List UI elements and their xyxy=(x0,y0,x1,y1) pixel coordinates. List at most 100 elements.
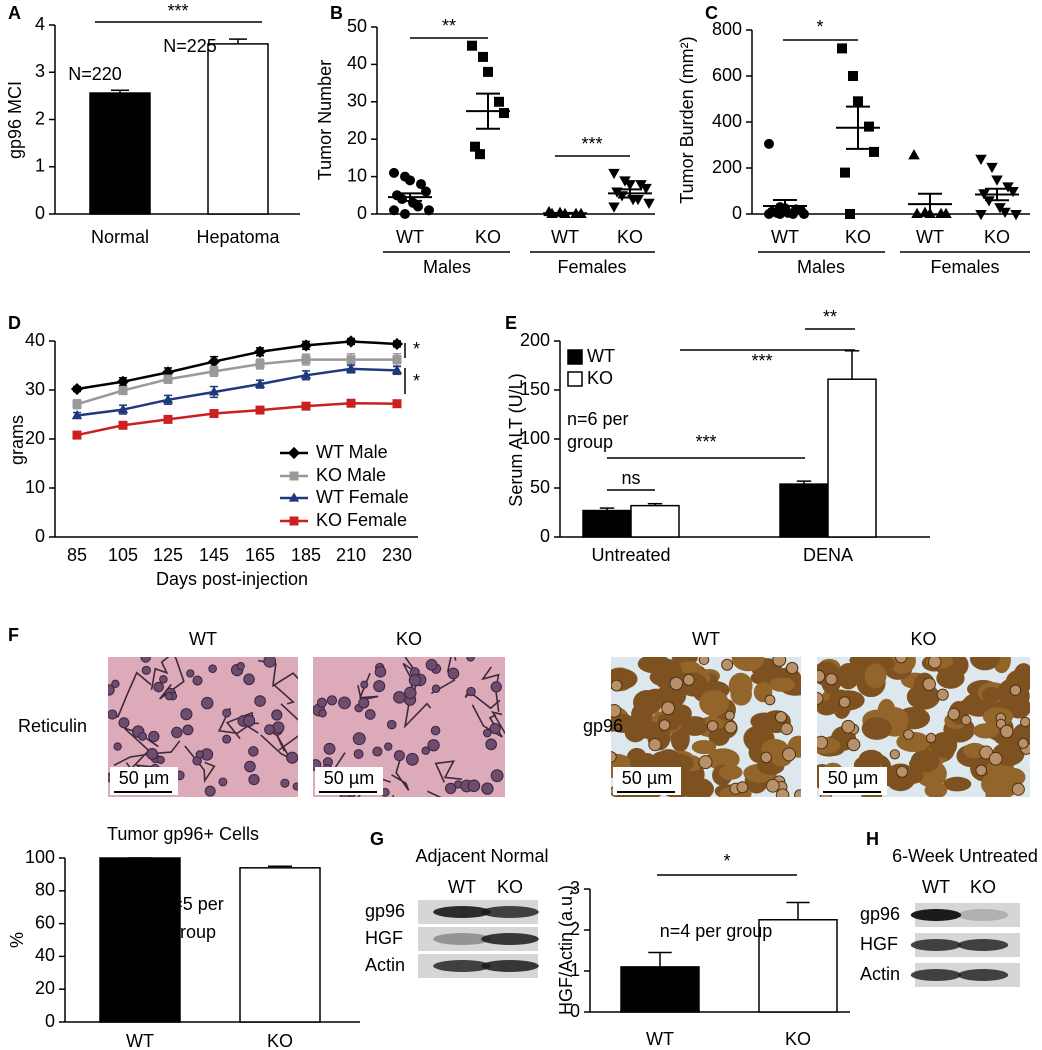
micrograph-texture xyxy=(706,720,719,732)
micrograph-texture xyxy=(192,675,203,686)
micrograph-texture xyxy=(490,769,504,783)
data-point xyxy=(475,149,485,160)
data-point xyxy=(1010,210,1022,221)
bar xyxy=(207,43,269,215)
data-point xyxy=(301,355,311,365)
micrograph-texture xyxy=(765,778,780,793)
micrograph-texture xyxy=(1020,716,1030,728)
legend-swatch xyxy=(567,371,583,387)
y-tick-label: 30 xyxy=(25,379,45,399)
micrograph-texture xyxy=(958,697,988,713)
micrograph-row-label: gp96 xyxy=(583,716,623,736)
data-point xyxy=(799,209,809,219)
micrograph-texture xyxy=(208,664,217,673)
micrograph-texture xyxy=(150,657,170,691)
micrograph-texture xyxy=(318,709,327,718)
micrograph-texture xyxy=(480,666,500,712)
legend-marker xyxy=(289,516,299,526)
data-point xyxy=(391,364,403,374)
data-point xyxy=(983,196,995,207)
y-tick-label: 40 xyxy=(347,53,367,73)
y-tick-label: 40 xyxy=(35,945,55,965)
annotation: n=6 per xyxy=(567,409,629,429)
micrograph-texture xyxy=(724,720,738,734)
data-point xyxy=(209,409,219,419)
micrograph-texture xyxy=(148,730,160,743)
data-point xyxy=(845,209,855,219)
blot-band xyxy=(433,960,491,972)
data-point xyxy=(400,209,410,219)
data-point xyxy=(499,108,509,119)
data-point xyxy=(209,366,219,376)
scale-bar-box xyxy=(819,767,887,795)
data-point xyxy=(344,335,358,348)
micrograph-texture xyxy=(936,688,949,701)
micrograph-texture xyxy=(769,677,795,692)
micrograph-texture xyxy=(785,661,799,675)
micrograph-texture xyxy=(280,703,298,721)
blot-lane-label: KO xyxy=(970,877,996,897)
micrograph-texture xyxy=(408,674,421,687)
bar xyxy=(779,483,829,538)
micrograph-texture xyxy=(825,673,838,686)
micrograph-texture xyxy=(140,657,151,663)
data-point xyxy=(864,121,874,132)
micrograph-texture xyxy=(271,709,283,721)
x-tick-label: KO xyxy=(984,227,1010,247)
data-point xyxy=(991,175,1003,186)
data-point xyxy=(840,167,850,178)
significance-label: * xyxy=(413,339,420,359)
data-point xyxy=(70,382,84,396)
micrograph-texture xyxy=(263,657,277,668)
blot-row-label: HGF xyxy=(365,928,403,948)
data-point xyxy=(72,430,82,440)
data-point xyxy=(999,207,1011,218)
data-point xyxy=(117,403,129,414)
micrograph-texture xyxy=(186,669,195,678)
micrograph-texture xyxy=(392,795,395,797)
micrograph-texture xyxy=(992,782,1016,797)
micrograph-texture xyxy=(471,704,503,738)
blot-row-label: gp96 xyxy=(860,904,900,924)
blot-lane-label: KO xyxy=(497,877,523,897)
data-point xyxy=(299,339,313,352)
micrograph-texture xyxy=(943,776,972,792)
data-point xyxy=(255,359,265,369)
x-tick-label: 125 xyxy=(153,545,183,565)
blot-band xyxy=(910,969,962,981)
x-tick-label: 230 xyxy=(382,545,412,565)
micrograph-texture xyxy=(225,711,259,740)
legend-marker xyxy=(287,446,301,460)
data-point xyxy=(392,355,402,365)
data-point xyxy=(619,176,631,187)
data-point xyxy=(118,420,128,430)
y-tick-label: 10 xyxy=(25,477,45,497)
y-axis-label: % xyxy=(7,932,27,948)
micrograph-texture xyxy=(782,747,797,762)
y-tick-label: 60 xyxy=(35,912,55,932)
micrograph-texture xyxy=(780,722,793,736)
data-point xyxy=(986,162,998,174)
micrograph-texture xyxy=(847,737,861,752)
panel-label: B xyxy=(330,3,343,23)
micrograph-texture xyxy=(467,779,481,793)
micrograph-texture xyxy=(113,742,122,751)
micrograph-texture xyxy=(895,765,909,778)
micrograph-texture xyxy=(159,675,168,684)
data-point xyxy=(764,209,774,219)
data-point xyxy=(940,207,952,218)
panel-label: F xyxy=(8,625,19,645)
y-axis-label: Tumor Burden (mm²) xyxy=(677,36,697,203)
micrograph-texture xyxy=(838,696,851,709)
micrograph-texture xyxy=(393,750,405,762)
significance-label: ** xyxy=(442,16,456,36)
blot-row-label: gp96 xyxy=(365,901,405,921)
data-point xyxy=(413,201,423,212)
micrograph-texture xyxy=(244,760,256,773)
bar xyxy=(582,509,632,538)
data-point xyxy=(71,409,83,420)
panel-label: G xyxy=(370,829,384,849)
micrograph-texture xyxy=(108,684,115,696)
data-point xyxy=(346,355,356,365)
legend-label: WT xyxy=(587,346,615,366)
